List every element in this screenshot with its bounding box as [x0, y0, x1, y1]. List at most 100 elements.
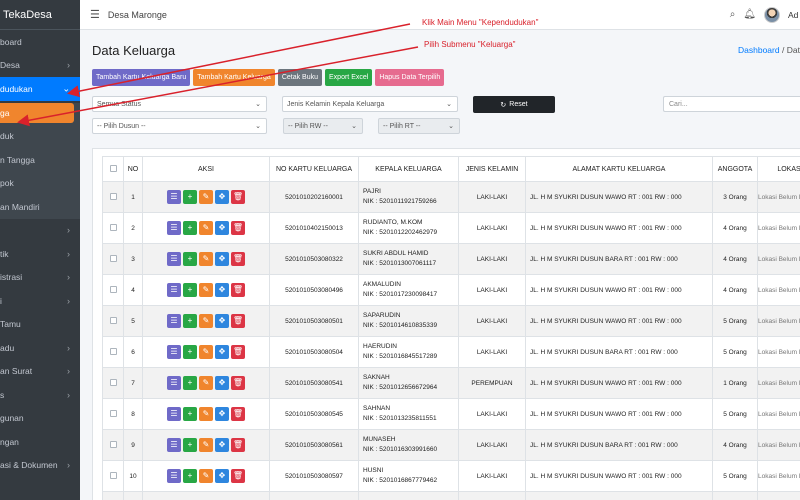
delete-icon[interactable]: 🗑︎: [231, 221, 245, 235]
add-icon[interactable]: +: [183, 314, 197, 328]
add-icon[interactable]: +: [183, 438, 197, 452]
delete-selected-button[interactable]: Hapus Data Terpilih: [375, 69, 445, 86]
sidebar-subitem-0[interactable]: ga: [0, 102, 74, 123]
sidebar-subitem-1[interactable]: duk: [0, 125, 80, 149]
add-icon[interactable]: +: [183, 407, 197, 421]
sidebar-item-4[interactable]: Tamu: [0, 313, 80, 337]
add-icon[interactable]: +: [183, 190, 197, 204]
move-icon[interactable]: ✥: [215, 221, 229, 235]
list-icon[interactable]: ☰: [167, 469, 181, 483]
edit-icon[interactable]: ✎: [199, 252, 213, 266]
list-icon[interactable]: ☰: [167, 252, 181, 266]
rt-select[interactable]: -- Pilih RT -- ⌄: [378, 118, 460, 134]
sidebar-item-7[interactable]: s ›: [0, 383, 80, 407]
status-select[interactable]: Semua Status ⌄: [92, 96, 267, 112]
edit-icon[interactable]: ✎: [199, 469, 213, 483]
row-checkbox[interactable]: [109, 378, 117, 386]
add-icon[interactable]: +: [183, 376, 197, 390]
sidebar-item-6[interactable]: an Surat ›: [0, 360, 80, 384]
row-checkbox[interactable]: [109, 471, 117, 479]
edit-icon[interactable]: ✎: [199, 438, 213, 452]
list-icon[interactable]: ☰: [167, 345, 181, 359]
sidebar-item-0[interactable]: board: [0, 30, 80, 54]
column-header-0[interactable]: [102, 156, 124, 182]
row-checkbox[interactable]: [109, 192, 117, 200]
add-family-card-button[interactable]: Tambah Kartu Keluarga Baru: [92, 69, 191, 86]
add-existing-family-card-button[interactable]: Tambah Kartu Keluarga: [193, 69, 275, 86]
move-icon[interactable]: ✥: [215, 345, 229, 359]
sidebar-item-2[interactable]: istrasi ›: [0, 266, 80, 290]
move-icon[interactable]: ✥: [215, 314, 229, 328]
sidebar-item-11[interactable]: [0, 477, 80, 500]
row-checkbox[interactable]: [109, 316, 117, 324]
list-icon[interactable]: ☰: [167, 314, 181, 328]
add-icon[interactable]: +: [183, 345, 197, 359]
hamburger-icon[interactable]: ☰: [90, 9, 100, 21]
row-checkbox[interactable]: [109, 223, 117, 231]
sidebar-subitem-3[interactable]: pok: [0, 172, 80, 196]
list-icon[interactable]: ☰: [167, 407, 181, 421]
delete-icon[interactable]: 🗑︎: [231, 469, 245, 483]
row-checkbox[interactable]: [109, 254, 117, 262]
search-icon[interactable]: ⌕: [729, 9, 736, 20]
search-input[interactable]: Cari...: [663, 96, 800, 112]
edit-icon[interactable]: ✎: [199, 283, 213, 297]
add-icon[interactable]: +: [183, 252, 197, 266]
delete-icon[interactable]: 🗑︎: [231, 283, 245, 297]
export-excel-button[interactable]: Export Excel: [325, 69, 373, 86]
edit-icon[interactable]: ✎: [199, 345, 213, 359]
edit-icon[interactable]: ✎: [199, 407, 213, 421]
sidebar-item-1[interactable]: tik ›: [0, 242, 80, 266]
edit-icon[interactable]: ✎: [199, 190, 213, 204]
delete-icon[interactable]: 🗑︎: [231, 438, 245, 452]
row-checkbox[interactable]: [109, 285, 117, 293]
row-checkbox[interactable]: [109, 347, 117, 355]
list-icon[interactable]: ☰: [167, 438, 181, 452]
add-icon[interactable]: +: [183, 221, 197, 235]
move-icon[interactable]: ✥: [215, 283, 229, 297]
list-icon[interactable]: ☰: [167, 376, 181, 390]
delete-icon[interactable]: 🗑︎: [231, 314, 245, 328]
row-checkbox[interactable]: [109, 409, 117, 417]
sidebar-item-2[interactable]: dudukan ⌄: [0, 77, 80, 101]
select-all-checkbox[interactable]: [109, 164, 117, 172]
edit-icon[interactable]: ✎: [199, 314, 213, 328]
move-icon[interactable]: ✥: [215, 438, 229, 452]
gender-select[interactable]: Jenis Kelamin Kepala Keluarga ⌄: [282, 96, 458, 112]
breadcrumb-home[interactable]: Dashboard: [738, 45, 780, 55]
delete-icon[interactable]: 🗑︎: [231, 190, 245, 204]
add-icon[interactable]: +: [183, 469, 197, 483]
sidebar-item-0[interactable]: ›: [0, 219, 80, 243]
delete-icon[interactable]: 🗑︎: [231, 407, 245, 421]
delete-icon[interactable]: 🗑︎: [231, 376, 245, 390]
list-icon[interactable]: ☰: [167, 190, 181, 204]
sidebar-subitem-4[interactable]: an Mandiri: [0, 195, 80, 219]
print-book-button[interactable]: Cetak Buku: [277, 69, 323, 86]
avatar[interactable]: [764, 6, 780, 23]
move-icon[interactable]: ✥: [215, 469, 229, 483]
move-icon[interactable]: ✥: [215, 190, 229, 204]
delete-icon[interactable]: 🗑︎: [231, 345, 245, 359]
reset-button[interactable]: ↻ Reset: [473, 96, 555, 113]
sidebar-item-9[interactable]: ngan: [0, 430, 80, 454]
move-icon[interactable]: ✥: [215, 252, 229, 266]
delete-icon[interactable]: 🗑︎: [231, 252, 245, 266]
bell-icon[interactable]: 🔔︎: [743, 9, 756, 20]
sidebar-item-8[interactable]: gunan: [0, 407, 80, 431]
brand-logo[interactable]: TekaDesa: [0, 0, 80, 30]
sidebar-item-1[interactable]: Desa ›: [0, 54, 80, 78]
row-checkbox[interactable]: [109, 440, 117, 448]
add-icon[interactable]: +: [183, 283, 197, 297]
sidebar-item-10[interactable]: asi & Dokumen ›: [0, 454, 80, 478]
move-icon[interactable]: ✥: [215, 376, 229, 390]
edit-icon[interactable]: ✎: [199, 221, 213, 235]
sidebar-subitem-2[interactable]: n Tangga: [0, 148, 80, 172]
dusun-select[interactable]: -- Pilih Dusun -- ⌄: [92, 118, 267, 134]
user-name[interactable]: Ad: [788, 9, 799, 20]
rw-select[interactable]: -- Pilih RW -- ⌄: [283, 118, 363, 134]
list-icon[interactable]: ☰: [167, 221, 181, 235]
sidebar-item-3[interactable]: i ›: [0, 289, 80, 313]
edit-icon[interactable]: ✎: [199, 376, 213, 390]
list-icon[interactable]: ☰: [167, 283, 181, 297]
sidebar-item-5[interactable]: adu ›: [0, 336, 80, 360]
